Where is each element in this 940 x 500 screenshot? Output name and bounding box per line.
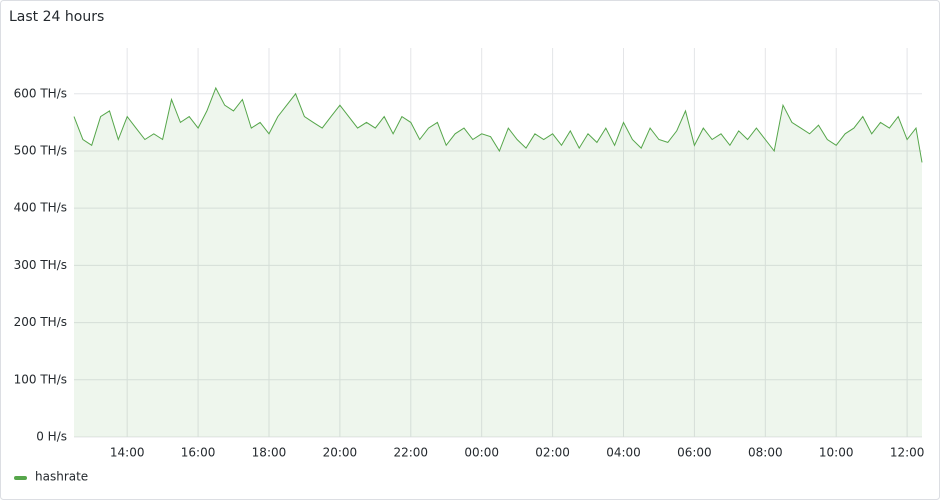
x-tick-label: 04:00 [606, 446, 641, 460]
series-line [73, 86, 923, 163]
x-tick-label: 16:00 [181, 446, 216, 460]
x-tick-label: 02:00 [535, 446, 570, 460]
x-tick-label: 20:00 [323, 446, 358, 460]
y-tick-label: 0 H/s [36, 430, 67, 444]
x-tick-label: 08:00 [748, 446, 783, 460]
y-tick-label: 300 TH/s [14, 258, 67, 272]
panel-title: Last 24 hours [9, 9, 104, 25]
x-tick-label: 14:00 [110, 446, 145, 460]
y-tick-label: 600 TH/s [14, 86, 67, 100]
y-tick-label: 200 TH/s [14, 315, 67, 329]
y-tick-label: 500 TH/s [14, 143, 67, 157]
x-tick-label: 10:00 [819, 446, 854, 460]
x-tick-label: 22:00 [393, 446, 428, 460]
x-tick-label: 18:00 [252, 446, 287, 460]
y-tick-label: 100 TH/s [14, 372, 67, 386]
x-tick-label: 06:00 [677, 446, 712, 460]
legend-swatch [14, 476, 27, 480]
x-tick-label: 12:00 [890, 446, 925, 460]
series-area [74, 88, 922, 437]
legend-label[interactable]: hashrate [35, 470, 88, 484]
y-tick-label: 400 TH/s [14, 201, 67, 215]
x-tick-label: 00:00 [464, 446, 499, 460]
